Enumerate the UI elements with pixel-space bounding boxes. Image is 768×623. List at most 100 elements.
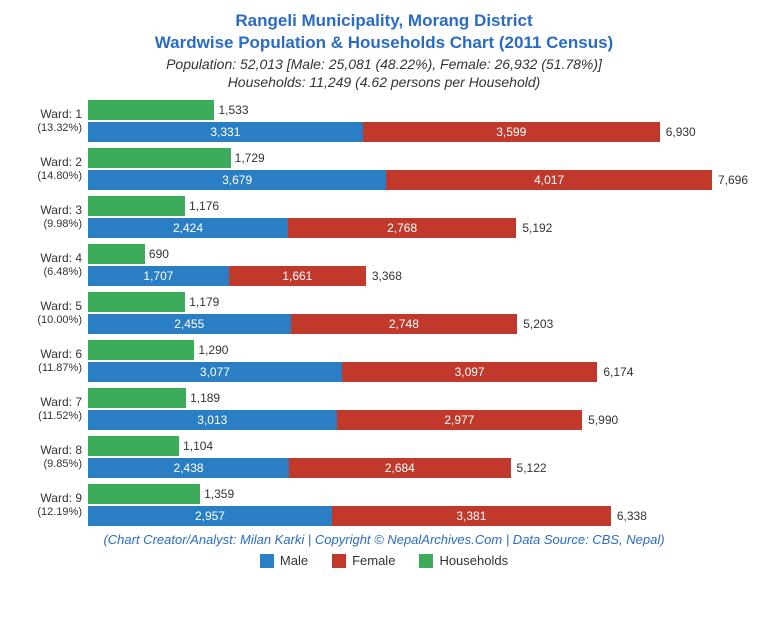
legend: Male Female Households <box>20 553 748 568</box>
bars-column: 1,176 2,4242,768 5,192 <box>88 196 748 238</box>
households-bar <box>88 340 194 360</box>
households-value: 690 <box>149 247 169 261</box>
female-bar: 3,097 <box>342 362 598 382</box>
ward-name: Ward: 1 <box>20 107 82 121</box>
households-bar <box>88 388 186 408</box>
male-bar: 1,707 <box>88 266 229 286</box>
ward-group-2: Ward: 2(14.80%)1,7293,6794,0177,696 <box>20 148 748 190</box>
bars-column: 1,359 2,9573,381 6,338 <box>88 484 748 526</box>
bars-column: 1,2903,0773,097 6,174 <box>88 340 748 382</box>
ward-name: Ward: 3 <box>20 203 82 217</box>
households-value: 1,729 <box>235 151 265 165</box>
female-bar: 4,017 <box>386 170 712 190</box>
ward-label: Ward: 4(6.48%) <box>20 251 88 279</box>
total-population-value: 5,990 <box>588 413 618 427</box>
ward-group-3: Ward: 3(9.98%) 1,176 2,4242,768 5,192 <box>20 196 748 238</box>
bars-column: 690 1,7071,6613,368 <box>88 244 748 286</box>
population-row: 3,0773,097 6,174 <box>88 362 748 382</box>
total-population-value: 5,192 <box>522 221 552 235</box>
female-bar: 3,599 <box>363 122 660 142</box>
households-row: 1,359 <box>88 484 748 504</box>
legend-households-label: Households <box>439 553 508 568</box>
male-bar: 2,455 <box>88 314 291 334</box>
female-bar: 2,977 <box>337 410 583 430</box>
households-row: 1,104 <box>88 436 748 456</box>
legend-households: Households <box>419 553 508 568</box>
households-row: 1,176 <box>88 196 748 216</box>
female-bar: 3,381 <box>332 506 611 526</box>
households-row: 1,290 <box>88 340 748 360</box>
total-population-value: 7,696 <box>718 173 748 187</box>
ward-group-5: Ward: 5(10.00%)1,1792,4552,7485,203 <box>20 292 748 334</box>
population-row: 2,4552,748 5,203 <box>88 314 748 334</box>
male-bar: 3,013 <box>88 410 337 430</box>
ward-pct: (13.32%) <box>20 122 82 135</box>
ward-label: Ward: 2(14.80%) <box>20 155 88 183</box>
households-bar <box>88 484 200 504</box>
ward-pct: (14.80%) <box>20 170 82 183</box>
households-bar <box>88 292 185 312</box>
subtitle-line1: Population: 52,013 [Male: 25,081 (48.22%… <box>20 56 748 72</box>
households-bar <box>88 148 231 168</box>
title-line2: Wardwise Population & Households Chart (… <box>20 32 748 54</box>
ward-pct: (6.48%) <box>20 266 82 279</box>
title-line1: Rangeli Municipality, Morang District <box>20 10 748 32</box>
households-value: 1,359 <box>204 487 234 501</box>
households-row: 1,533 <box>88 100 748 120</box>
total-population-value: 5,122 <box>517 461 547 475</box>
households-value: 1,176 <box>189 199 219 213</box>
male-bar: 2,957 <box>88 506 332 526</box>
population-row: 1,7071,6613,368 <box>88 266 748 286</box>
male-bar: 3,077 <box>88 362 342 382</box>
total-population-value: 6,174 <box>603 365 633 379</box>
households-bar <box>88 436 179 456</box>
ward-name: Ward: 8 <box>20 443 82 457</box>
ward-label: Ward: 3(9.98%) <box>20 203 88 231</box>
ward-name: Ward: 5 <box>20 299 82 313</box>
population-row: 2,9573,381 6,338 <box>88 506 748 526</box>
ward-label: Ward: 1(13.32%) <box>20 107 88 135</box>
total-population-value: 5,203 <box>523 317 553 331</box>
female-bar: 2,768 <box>288 218 516 238</box>
title-block: Rangeli Municipality, Morang District Wa… <box>20 10 748 90</box>
ward-label: Ward: 8(9.85%) <box>20 443 88 471</box>
households-bar <box>88 244 145 264</box>
ward-label: Ward: 5(10.00%) <box>20 299 88 327</box>
population-row: 3,3313,5996,930 <box>88 122 748 142</box>
legend-female-label: Female <box>352 553 395 568</box>
legend-male: Male <box>260 553 308 568</box>
female-bar: 2,684 <box>289 458 510 478</box>
bars-column: 1,1893,0132,9775,990 <box>88 388 748 430</box>
households-row: 690 <box>88 244 748 264</box>
bars-column: 1,533 3,3313,5996,930 <box>88 100 748 142</box>
ward-group-6: Ward: 6(11.87%)1,2903,0773,0976,174 <box>20 340 748 382</box>
ward-pct: (11.87%) <box>20 362 82 375</box>
legend-male-label: Male <box>280 553 308 568</box>
ward-name: Ward: 6 <box>20 347 82 361</box>
male-bar: 2,424 <box>88 218 288 238</box>
legend-female: Female <box>332 553 395 568</box>
ward-pct: (9.85%) <box>20 458 82 471</box>
male-bar: 3,331 <box>88 122 363 142</box>
households-row: 1,729 <box>88 148 748 168</box>
female-bar: 1,661 <box>229 266 366 286</box>
population-row: 3,6794,0177,696 <box>88 170 748 190</box>
female-bar: 2,748 <box>291 314 518 334</box>
chart-area: Ward: 1(13.32%)1,5333,3313,5996,930Ward:… <box>20 100 748 526</box>
ward-label: Ward: 6(11.87%) <box>20 347 88 375</box>
total-population-value: 6,338 <box>617 509 647 523</box>
ward-label: Ward: 7(11.52%) <box>20 395 88 423</box>
ward-group-4: Ward: 4(6.48%) 690 1,7071,6613,368 <box>20 244 748 286</box>
ward-name: Ward: 2 <box>20 155 82 169</box>
households-value: 1,104 <box>183 439 213 453</box>
credit-text: (Chart Creator/Analyst: Milan Karki | Co… <box>20 532 748 547</box>
ward-pct: (12.19%) <box>20 506 82 519</box>
population-row: 3,0132,977 5,990 <box>88 410 748 430</box>
ward-pct: (11.52%) <box>20 410 82 423</box>
ward-name: Ward: 7 <box>20 395 82 409</box>
households-value: 1,533 <box>218 103 248 117</box>
households-bar <box>88 196 185 216</box>
ward-pct: (10.00%) <box>20 314 82 327</box>
female-swatch <box>332 554 346 568</box>
ward-name: Ward: 4 <box>20 251 82 265</box>
